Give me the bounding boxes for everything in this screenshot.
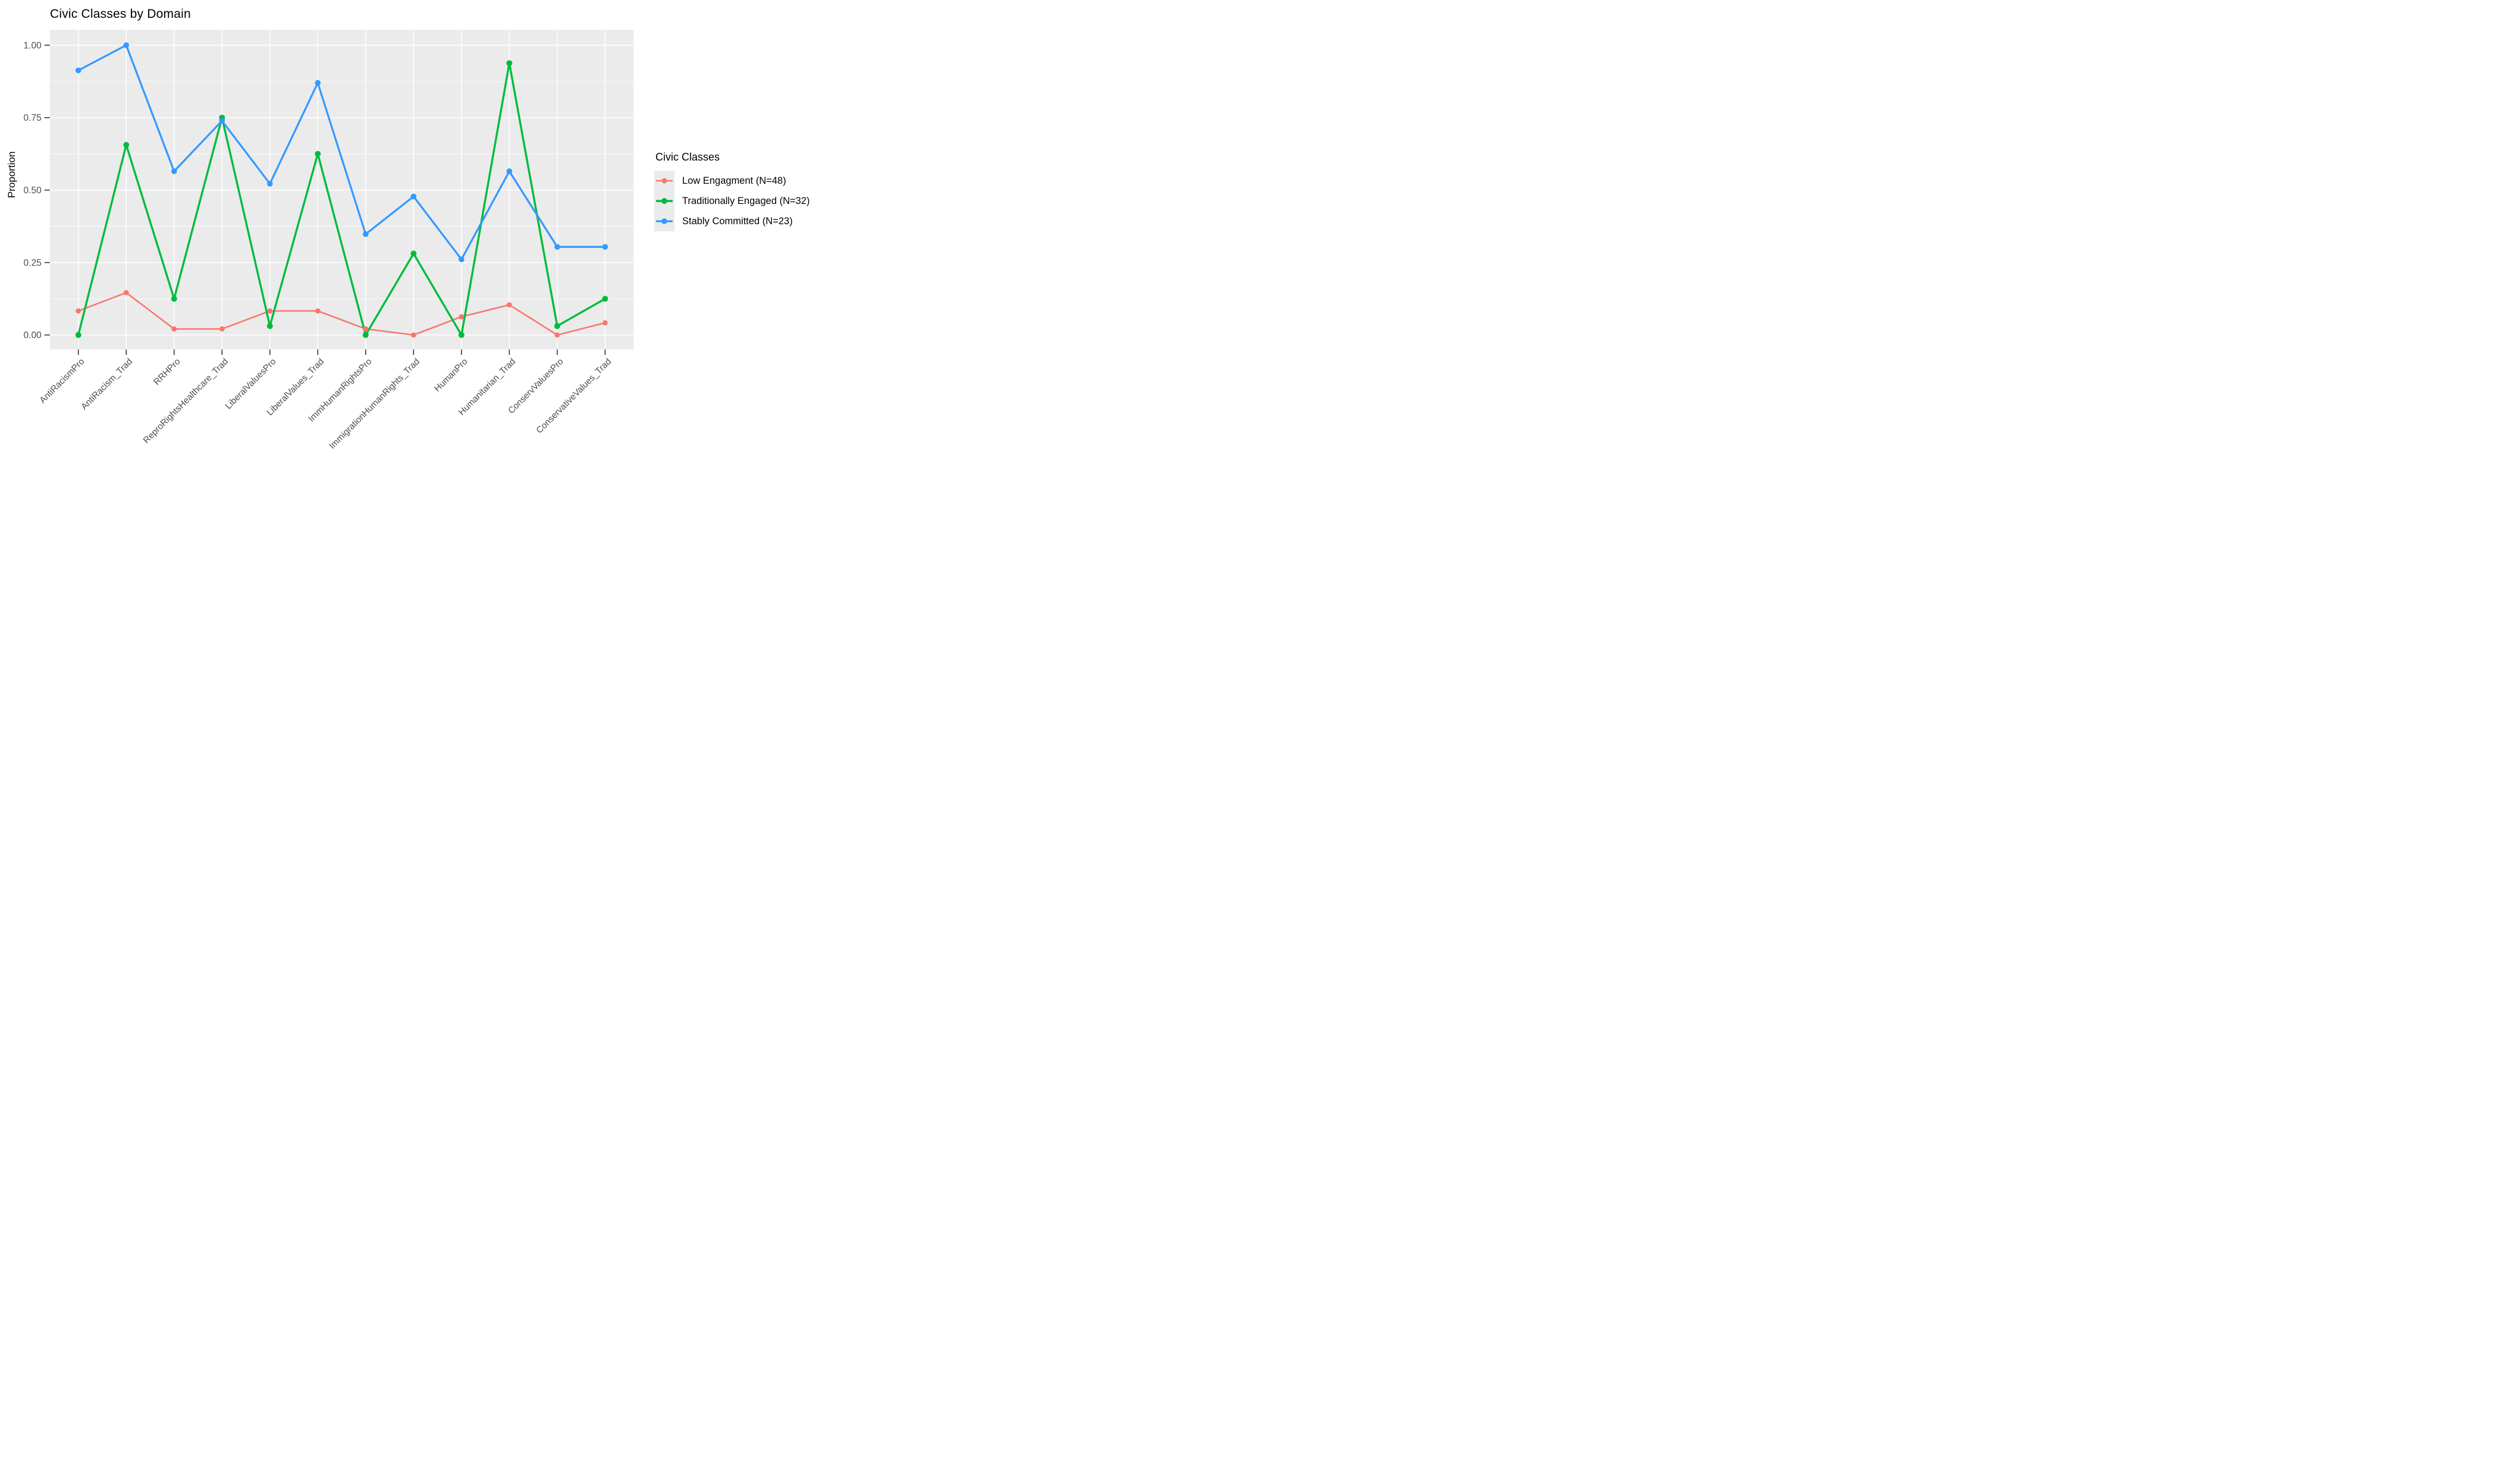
- x-tick-label: RRHPro: [152, 357, 183, 388]
- data-point-series-1: [123, 290, 129, 296]
- data-point-series-3: [506, 168, 513, 174]
- legend-key-swatch: [654, 171, 674, 191]
- data-point-series-2: [554, 323, 560, 329]
- x-tick-label: ImmigrationHumanRights_Trad: [327, 357, 422, 451]
- data-point-series-1: [459, 314, 465, 320]
- y-tick-label: 1.00: [24, 40, 42, 51]
- data-point-series-3: [123, 42, 130, 48]
- data-point-series-3: [459, 256, 465, 262]
- line-chart-canvas: 0.00 0.25 0.50 0.75 1.00 AntiRacismProAntiRac…: [24, 30, 634, 451]
- x-tick-label: ReproRightsHealthcare_Trad: [142, 357, 231, 446]
- data-point-series-2: [266, 323, 273, 329]
- data-point-series-1: [410, 332, 416, 338]
- data-point-series-2: [602, 296, 608, 302]
- data-point-series-1: [506, 302, 512, 308]
- plot-panel: [49, 30, 634, 350]
- y-tick-label: 0.00: [24, 331, 42, 341]
- x-tick-label: HumanPro: [432, 357, 470, 394]
- legend-item-label: Low Engagment (N=48): [682, 175, 786, 186]
- x-tick-label: LiberalValuesPro: [224, 357, 278, 412]
- data-point-series-3: [410, 193, 417, 200]
- series-line-3: [77, 44, 607, 260]
- series-line-1: [77, 291, 606, 336]
- legend-key-glyph-icon: [656, 218, 673, 224]
- legend-key-glyph-icon: [656, 198, 673, 204]
- x-tick-label: AntiRacism_Trad: [79, 357, 134, 412]
- legend-item: Low Engagment (N=48): [654, 171, 809, 191]
- data-point-series-1: [76, 308, 81, 314]
- data-point-series-1: [171, 326, 177, 332]
- data-point-series-1: [554, 332, 560, 338]
- data-point-series-2: [75, 332, 81, 338]
- legend-item: Stably Committed (N=23): [654, 211, 809, 231]
- data-point-series-3: [219, 118, 225, 124]
- legend-item-label: Traditionally Engaged (N=32): [682, 195, 810, 206]
- legend-dot-icon: [661, 198, 667, 204]
- data-point-series-2: [410, 250, 417, 257]
- data-point-series-3: [315, 80, 321, 86]
- legend-key-swatch: [654, 191, 674, 211]
- chart-page: Civic Classes by Domain Proportion 0.00 0…: [0, 0, 840, 486]
- legend-key-swatch: [654, 211, 674, 231]
- data-point-series-1: [267, 308, 273, 314]
- data-point-series-2: [362, 332, 369, 338]
- legend-dot-icon: [661, 218, 667, 224]
- data-point-series-2: [315, 150, 321, 157]
- legend-dot-icon: [661, 178, 667, 184]
- legend-items: Low Engagment (N=48) Traditionally Engage…: [654, 171, 809, 231]
- series-line-2: [77, 62, 607, 336]
- data-point-series-1: [602, 320, 608, 326]
- legend-item-label: Stably Committed (N=23): [682, 215, 793, 227]
- data-point-series-3: [602, 244, 608, 250]
- data-point-series-3: [554, 244, 560, 250]
- y-tick-label: 0.75: [24, 113, 42, 123]
- data-point-series-2: [123, 142, 130, 148]
- legend-title: Civic Classes: [655, 151, 720, 163]
- x-tick-label: AntiRacismPro: [37, 357, 86, 406]
- data-point-series-2: [506, 60, 513, 67]
- data-point-series-1: [363, 326, 369, 332]
- data-point-series-3: [363, 231, 369, 237]
- legend: Civic Classes Low Engagment (N=48) Tradit…: [654, 151, 809, 231]
- data-point-series-2: [458, 332, 465, 338]
- data-point-series-1: [315, 308, 321, 314]
- data-point-series-1: [219, 326, 225, 332]
- legend-key-glyph-icon: [656, 178, 673, 184]
- y-tick-label: 0.25: [24, 258, 42, 268]
- data-point-series-2: [171, 296, 177, 302]
- chart-title: Civic Classes by Domain: [50, 7, 191, 21]
- data-point-series-3: [75, 67, 81, 74]
- data-point-series-3: [266, 181, 273, 187]
- data-point-series-3: [171, 168, 177, 174]
- y-tick-label: 0.50: [24, 186, 42, 196]
- legend-item: Traditionally Engaged (N=32): [654, 191, 809, 211]
